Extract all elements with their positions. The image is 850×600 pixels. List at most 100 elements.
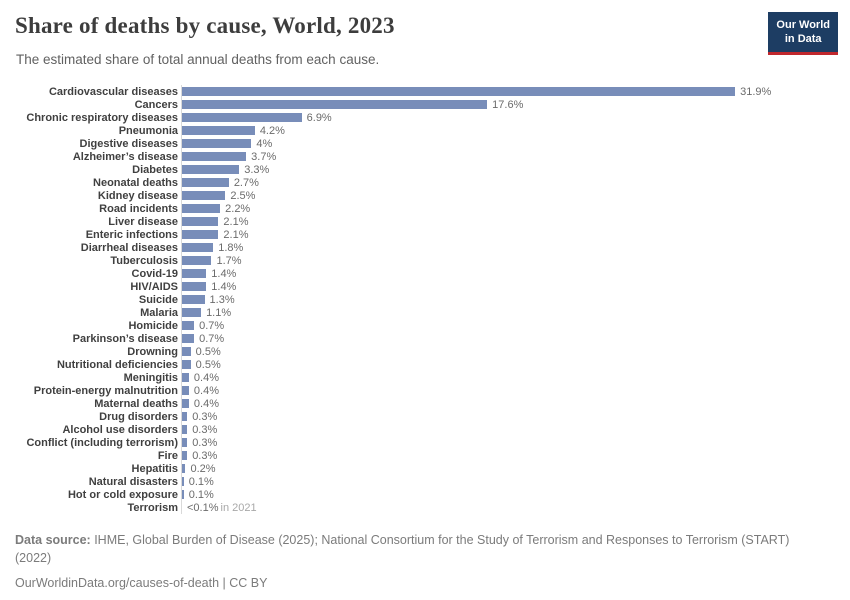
category-label: Homicide (128, 319, 178, 332)
bar-row[interactable]: Neonatal deaths 2.7% (15, 176, 771, 189)
bar-row[interactable]: Drowning 0.5% (15, 345, 771, 358)
bar-row[interactable]: Hepatitis 0.2% (15, 462, 771, 475)
bar-row[interactable]: Fire 0.3% (15, 449, 771, 462)
bar-row[interactable]: Diarrheal diseases 1.8% (15, 241, 771, 254)
bar-track: 0.1% (181, 475, 214, 488)
value-annotation: in 2021 (220, 501, 257, 514)
data-source-line: Data source: IHME, Global Burden of Dise… (15, 531, 815, 567)
bar[interactable] (182, 321, 195, 330)
value-label: 1.4% (211, 280, 237, 293)
bar[interactable] (182, 295, 205, 304)
category-label: Road incidents (99, 202, 178, 215)
bar[interactable] (182, 334, 195, 343)
bar[interactable] (182, 438, 188, 447)
bar-row[interactable]: Natural disasters 0.1% (15, 475, 771, 488)
bar-row[interactable]: Drug disorders 0.3% (15, 410, 771, 423)
bar-track: 0.3% (181, 436, 217, 449)
bar-track: 2.7% (181, 176, 259, 189)
bar-row[interactable]: Terrorism <0.1% in 2021 (15, 501, 771, 514)
category-label: Hot or cold exposure (67, 488, 178, 501)
bar-track: 2.2% (181, 202, 250, 215)
bar-row[interactable]: Nutritional deficiencies 0.5% (15, 358, 771, 371)
bar[interactable] (182, 399, 189, 408)
bar[interactable] (182, 100, 488, 109)
bar[interactable] (182, 165, 240, 174)
license-link[interactable]: OurWorldinData.org/causes-of-death | CC … (15, 576, 268, 591)
bar-track: 3.7% (181, 150, 276, 163)
category-label: Nutritional deficiencies (56, 358, 178, 371)
value-label: <0.1% (187, 501, 219, 514)
bar-track: 0.3% (181, 449, 217, 462)
bar[interactable] (182, 113, 302, 122)
bar-row[interactable]: HIV/AIDS 1.4% (15, 280, 771, 293)
bar[interactable] (182, 87, 736, 96)
bar[interactable] (182, 425, 188, 434)
value-label: 2.7% (233, 176, 259, 189)
bar-row[interactable]: Chronic respiratory diseases 6.9% (15, 111, 771, 124)
bar[interactable] (182, 126, 255, 135)
bar-chart: Cardiovascular diseases 31.9% Cancers 17.6%… (15, 85, 771, 514)
bar-row[interactable]: Kidney disease 2.5% (15, 189, 771, 202)
bar-row[interactable]: Suicide 1.3% (15, 293, 771, 306)
bar-row[interactable]: Meningitis 0.4% (15, 371, 771, 384)
bar-track: 0.7% (181, 332, 224, 345)
value-label: 3.7% (251, 150, 277, 163)
bar-row[interactable]: Malaria 1.1% (15, 306, 771, 319)
bar-row[interactable]: Cardiovascular diseases 31.9% (15, 85, 771, 98)
bar-row[interactable]: Hot or cold exposure 0.1% (15, 488, 771, 501)
bar[interactable] (182, 360, 191, 369)
bar-row[interactable]: Protein-energy malnutrition 0.4% (15, 384, 771, 397)
bar[interactable] (182, 451, 188, 460)
bar[interactable] (182, 282, 207, 291)
owid-logo[interactable]: Our World in Data (768, 12, 838, 55)
category-label: Liver disease (108, 215, 178, 228)
value-label: 4% (256, 137, 273, 150)
bar[interactable] (182, 139, 252, 148)
bar-row[interactable]: Tuberculosis 1.7% (15, 254, 771, 267)
bar-row[interactable]: Conflict (including terrorism) 0.3% (15, 436, 771, 449)
bar-row[interactable]: Maternal deaths 0.4% (15, 397, 771, 410)
bar[interactable] (182, 217, 219, 226)
bar[interactable] (182, 152, 247, 161)
bar[interactable] (182, 204, 221, 213)
bar[interactable] (182, 243, 214, 252)
bar-row[interactable]: Covid-19 1.4% (15, 267, 771, 280)
bar-row[interactable]: Road incidents 2.2% (15, 202, 771, 215)
bar[interactable] (182, 256, 212, 265)
bar[interactable] (182, 347, 191, 356)
category-label: Terrorism (127, 501, 178, 514)
bar-row[interactable]: Pneumonia 4.2% (15, 124, 771, 137)
value-label: 17.6% (492, 98, 524, 111)
bar-row[interactable]: Alzheimer’s disease 3.7% (15, 150, 771, 163)
bar[interactable] (182, 178, 229, 187)
bar-row[interactable]: Diabetes 3.3% (15, 163, 771, 176)
bar-track: 2.1% (181, 215, 248, 228)
bar-row[interactable]: Liver disease 2.1% (15, 215, 771, 228)
bar-row[interactable]: Enteric infections 2.1% (15, 228, 771, 241)
category-label: Chronic respiratory diseases (26, 111, 178, 124)
bar[interactable] (182, 191, 226, 200)
bar[interactable] (182, 373, 189, 382)
bar[interactable] (182, 464, 186, 473)
bar-track: 4.2% (181, 124, 285, 137)
category-label: Covid-19 (131, 267, 178, 280)
value-label: 2.1% (223, 215, 249, 228)
bar[interactable] (182, 269, 207, 278)
bar-row[interactable]: Homicide 0.7% (15, 319, 771, 332)
bar[interactable] (182, 490, 184, 499)
bar-row[interactable]: Cancers 17.6% (15, 98, 771, 111)
bar[interactable] (182, 412, 188, 421)
bar-row[interactable]: Parkinson’s disease 0.7% (15, 332, 771, 345)
value-label: 0.3% (192, 436, 218, 449)
bar[interactable] (182, 477, 184, 486)
value-label: 1.1% (206, 306, 232, 319)
bar-row[interactable]: Alcohol use disorders 0.3% (15, 423, 771, 436)
bar[interactable] (182, 230, 219, 239)
bar[interactable] (182, 308, 202, 317)
bar-row[interactable]: Digestive diseases 4% (15, 137, 771, 150)
category-label: Parkinson’s disease (72, 332, 178, 345)
value-label: 0.4% (193, 371, 219, 384)
bar-track: 0.4% (181, 397, 219, 410)
bar[interactable] (182, 386, 189, 395)
category-label: Drug disorders (99, 410, 178, 423)
